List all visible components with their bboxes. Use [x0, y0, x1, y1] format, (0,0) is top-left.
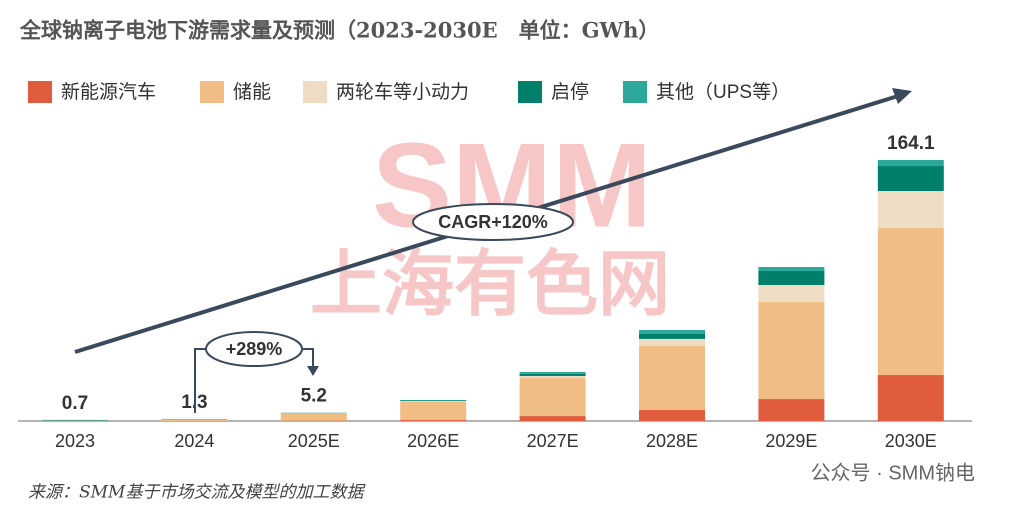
x-tick-label: 2026E	[407, 431, 459, 451]
legend-label: 启停	[551, 81, 589, 103]
total-label: 164.1	[887, 133, 935, 154]
bar-segment	[400, 401, 467, 421]
annotation: CAGR+120%	[438, 212, 548, 232]
chart-title: 全球钠离子电池下游需求量及预测（2023-2030E 单位：GWh）	[19, 18, 659, 43]
bar-segment	[758, 267, 825, 272]
bar-segment	[639, 330, 705, 334]
annotation: +289%	[226, 339, 283, 359]
bar-segment	[877, 159, 944, 167]
x-tick-label: 2029E	[765, 431, 817, 451]
bar-segment	[400, 400, 467, 402]
bar-segment	[877, 228, 944, 376]
legend-swatch	[518, 81, 542, 103]
bar-segment	[280, 413, 347, 421]
watermark: 上海有色网	[310, 245, 670, 325]
bar-segment	[758, 399, 825, 421]
credit: 公众号 · SMM钠电	[811, 461, 975, 484]
bar-segment	[639, 410, 705, 421]
arrow-head	[307, 366, 319, 376]
legend-label: 储能	[233, 81, 271, 103]
bar-segment	[400, 420, 467, 421]
bar-segment	[519, 375, 586, 379]
legend-label: 新能源汽车	[61, 81, 156, 103]
bar-segment	[519, 372, 586, 374]
x-tick-label: 2025E	[288, 431, 340, 451]
bar-segment	[639, 338, 705, 346]
legend-swatch	[200, 81, 224, 103]
bar-segment	[758, 285, 825, 303]
bar-segment	[519, 378, 586, 417]
x-tick-label: 2030E	[885, 431, 937, 451]
bar-segment	[877, 375, 944, 421]
bar-segment	[519, 416, 586, 421]
bar-segment	[758, 302, 825, 400]
x-tick-label: 2023	[55, 431, 95, 451]
annotation-ellipse	[205, 331, 303, 367]
bar-segment	[639, 333, 705, 339]
total-label: 5.2	[301, 386, 327, 407]
bar-segment	[639, 345, 705, 411]
bar-segment	[161, 419, 228, 421]
legend-swatch	[28, 81, 52, 103]
x-tick-label: 2028E	[646, 431, 698, 451]
bar-segment	[877, 191, 944, 229]
bar-segment	[519, 373, 586, 376]
source: 来源：SMM基于市场交流及模型的加工数据	[28, 483, 366, 503]
arrow-head	[892, 88, 912, 104]
x-tick-label: 2027E	[527, 431, 579, 451]
bar-segment	[758, 271, 825, 286]
x-tick-label: 2024	[174, 431, 214, 451]
legend-swatch	[623, 81, 647, 103]
total-label: 0.7	[62, 393, 88, 414]
legend-swatch	[303, 81, 327, 103]
legend-label: 其他（UPS等）	[656, 81, 790, 103]
annotation-ellipse	[412, 203, 574, 241]
bar-segment	[877, 166, 944, 192]
legend-label: 两轮车等小动力	[336, 81, 469, 103]
